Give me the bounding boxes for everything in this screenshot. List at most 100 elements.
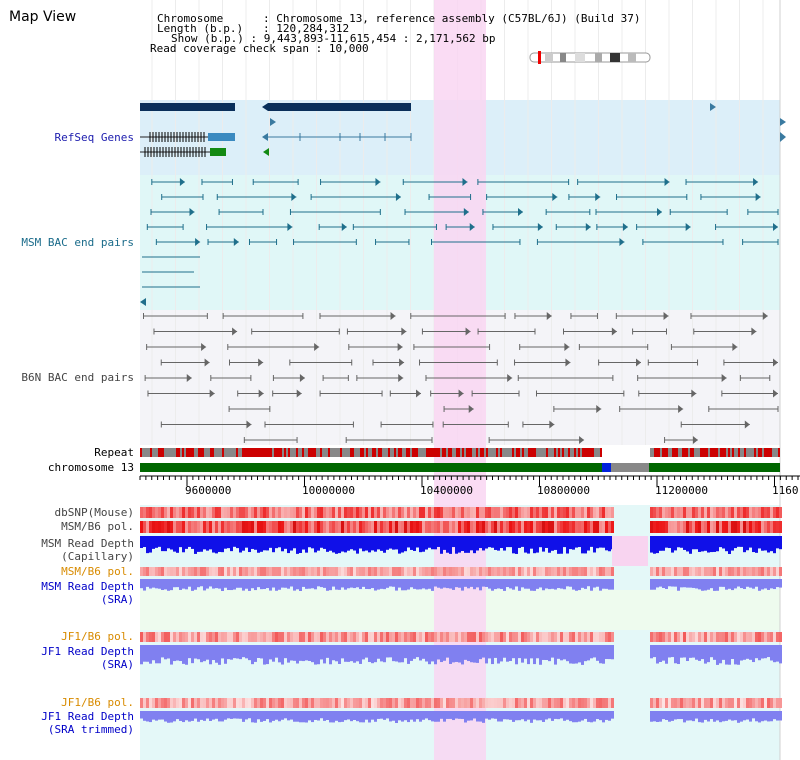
heat-mark: [326, 567, 329, 576]
heat-mark: [431, 632, 434, 642]
heat-mark: [236, 567, 239, 576]
heat-mark: [764, 507, 767, 518]
depth-bar: [446, 711, 449, 719]
track-label-refseq[interactable]: RefSeq Genes: [54, 131, 134, 144]
bac-end-arrow: [397, 343, 403, 351]
repeat-mark: [458, 448, 460, 457]
heat-mark: [185, 507, 188, 518]
heat-mark: [749, 567, 752, 576]
depth-bar: [575, 579, 578, 591]
heat-mark: [347, 507, 350, 518]
heat-mark: [482, 698, 485, 708]
heat-mark: [443, 698, 446, 708]
heat-mark: [587, 507, 590, 518]
repeat-mark: [516, 448, 518, 457]
heat-mark: [299, 507, 302, 518]
depth-bar: [194, 536, 197, 554]
heat-mark: [671, 698, 674, 708]
heat-mark: [164, 567, 167, 576]
heat-mark: [737, 507, 740, 518]
heat-mark: [419, 507, 422, 518]
track-label-b6n-bac[interactable]: B6N BAC end pairs: [21, 371, 134, 384]
depth-bar: [506, 579, 509, 588]
heat-mark: [176, 507, 179, 518]
depth-bar: [428, 711, 431, 721]
heat-mark: [167, 632, 170, 642]
heat-mark: [197, 521, 200, 533]
depth-bar: [236, 711, 239, 719]
depth-bar: [431, 645, 434, 662]
heat-mark: [347, 698, 350, 708]
depth-bar: [521, 536, 524, 547]
heat-mark: [710, 698, 713, 708]
heat-mark: [293, 567, 296, 576]
heat-mark: [356, 521, 359, 533]
depth-bar: [218, 579, 221, 589]
heat-mark: [188, 632, 191, 642]
track-label-msm-pol-sra[interactable]: MSM/B6 pol.: [61, 565, 134, 578]
depth-bar: [653, 579, 656, 590]
depth-bar: [485, 645, 488, 664]
bac-end-arrow: [773, 389, 778, 398]
depth-bar: [239, 579, 242, 588]
depth-bar: [197, 536, 200, 552]
depth-bar: [488, 711, 491, 720]
repeat-mark: [386, 448, 388, 457]
depth-bar: [413, 536, 416, 551]
track-label-jf1-depth[interactable]: JF1 Read Depth: [41, 645, 134, 658]
heat-mark: [413, 567, 416, 576]
heat-mark: [461, 507, 464, 518]
heat-mark: [710, 507, 713, 518]
bac-end-arrow: [209, 389, 215, 398]
heat-mark: [329, 507, 332, 518]
depth-bar: [545, 579, 548, 589]
depth-bar: [485, 579, 488, 587]
heat-mark: [305, 507, 308, 518]
heat-mark: [485, 567, 488, 576]
depth-bar: [734, 536, 737, 549]
heat-mark: [251, 567, 254, 576]
repeat-mark: [778, 448, 780, 457]
heat-mark: [482, 507, 485, 518]
depth-bar: [284, 579, 287, 588]
depth-bar: [299, 579, 302, 591]
track-label-msm-depth-cap[interactable]: MSM Read Depth: [41, 537, 134, 550]
depth-bar: [251, 536, 254, 549]
track-label-msm-bac[interactable]: MSM BAC end pairs: [21, 236, 134, 249]
depth-bar: [203, 645, 206, 662]
heat-mark: [404, 521, 407, 533]
heat-mark: [605, 698, 608, 708]
track-label-msm-pol[interactable]: MSM/B6 pol.: [61, 520, 134, 533]
track-label-msm-depth-sra[interactable]: MSM Read Depth: [41, 580, 134, 593]
track-label-jf1-depth-trim[interactable]: JF1 Read Depth: [41, 710, 134, 723]
depth-bar: [155, 711, 158, 721]
track-label-dbsnp[interactable]: dbSNP(Mouse): [54, 506, 134, 519]
depth-bar: [476, 579, 479, 588]
heat-mark: [692, 567, 695, 576]
depth-bar: [224, 536, 227, 549]
heat-mark: [707, 698, 710, 708]
heat-mark: [257, 698, 260, 708]
depth-bar: [173, 579, 176, 588]
heat-mark: [479, 567, 482, 576]
depth-bar: [287, 579, 290, 589]
track-label-jf1-pol[interactable]: JF1/B6 pol.: [61, 630, 134, 643]
depth-bar: [449, 711, 452, 719]
heat-mark: [503, 632, 506, 642]
heat-mark: [350, 698, 353, 708]
heat-mark: [308, 521, 311, 533]
depth-bar: [569, 645, 572, 664]
heat-mark: [179, 507, 182, 518]
bac-end-arrow: [458, 389, 464, 398]
heat-mark: [209, 507, 212, 518]
repeat-mark: [232, 448, 234, 457]
heat-mark: [665, 632, 668, 642]
depth-bar: [272, 579, 275, 588]
depth-bar: [221, 711, 224, 722]
heat-mark: [449, 567, 452, 576]
depth-bar: [404, 579, 407, 591]
track-label-jf1-pol-trim[interactable]: JF1/B6 pol.: [61, 696, 134, 709]
heat-mark: [236, 632, 239, 642]
depth-bar: [707, 711, 710, 722]
